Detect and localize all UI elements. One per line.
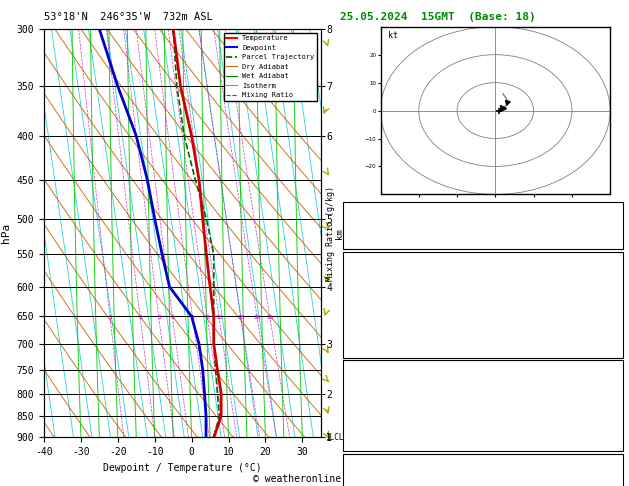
Text: Dewp (°C): Dewp (°C) (348, 283, 396, 293)
Text: 1LCL: 1LCL (325, 433, 343, 442)
Text: 3.9: 3.9 (603, 283, 619, 293)
Text: K: K (348, 204, 353, 213)
Text: 3: 3 (157, 315, 161, 320)
Text: 6: 6 (191, 315, 195, 320)
Text: Totals Totals: Totals Totals (348, 219, 418, 228)
Text: Mixing Ratio (g/kg): Mixing Ratio (g/kg) (326, 186, 335, 281)
Text: EH: EH (348, 471, 359, 480)
Text: 650: 650 (603, 377, 619, 386)
Text: 6: 6 (613, 269, 619, 278)
Text: Most Unstable: Most Unstable (448, 363, 518, 372)
Text: 19: 19 (608, 204, 619, 213)
Text: CIN (J): CIN (J) (348, 435, 386, 445)
Text: 25: 25 (267, 315, 274, 320)
Text: 10: 10 (216, 315, 223, 320)
X-axis label: Dewpoint / Temperature (°C): Dewpoint / Temperature (°C) (103, 463, 262, 473)
Text: CIN (J): CIN (J) (348, 342, 386, 351)
Text: Surface: Surface (464, 254, 501, 263)
Text: © weatheronline.co.uk: © weatheronline.co.uk (253, 473, 376, 484)
Y-axis label: km
ASL: km ASL (335, 225, 354, 242)
Text: 15: 15 (238, 315, 245, 320)
Text: 301: 301 (603, 298, 619, 307)
Text: 8: 8 (206, 315, 209, 320)
Text: 25.05.2024  15GMT  (Base: 18): 25.05.2024 15GMT (Base: 18) (340, 12, 535, 22)
Text: kt: kt (388, 31, 398, 40)
Text: Temp (°C): Temp (°C) (348, 269, 396, 278)
Text: 302: 302 (603, 392, 619, 401)
Legend: Temperature, Dewpoint, Parcel Trajectory, Dry Adiabat, Wet Adiabat, Isotherm, Mi: Temperature, Dewpoint, Parcel Trajectory… (223, 33, 317, 101)
Text: 1: 1 (108, 315, 112, 320)
Text: 4: 4 (171, 315, 175, 320)
Text: Pressure (mb): Pressure (mb) (348, 377, 418, 386)
Text: Hodograph: Hodograph (459, 456, 507, 466)
Text: 19: 19 (608, 471, 619, 480)
Text: 1.13: 1.13 (598, 233, 619, 243)
Text: 20: 20 (253, 315, 261, 320)
Text: CAPE (J): CAPE (J) (348, 327, 391, 336)
Text: CAPE (J): CAPE (J) (348, 421, 391, 430)
Text: 8: 8 (613, 406, 619, 416)
Text: 0: 0 (613, 435, 619, 445)
Text: Lifted Index: Lifted Index (348, 406, 413, 416)
Y-axis label: hPa: hPa (1, 223, 11, 243)
Text: 53°18'N  246°35'W  732m ASL: 53°18'N 246°35'W 732m ASL (44, 12, 213, 22)
Text: 0: 0 (613, 342, 619, 351)
Text: Lifted Index: Lifted Index (348, 312, 413, 322)
Text: θᴄ (K): θᴄ (K) (348, 392, 380, 401)
Text: 2: 2 (138, 315, 142, 320)
Text: 9: 9 (613, 312, 619, 322)
Text: PW (cm): PW (cm) (348, 233, 386, 243)
Text: 0: 0 (613, 421, 619, 430)
Text: 0: 0 (613, 327, 619, 336)
Text: θᴄ(K): θᴄ(K) (348, 298, 375, 307)
Text: 42: 42 (608, 219, 619, 228)
